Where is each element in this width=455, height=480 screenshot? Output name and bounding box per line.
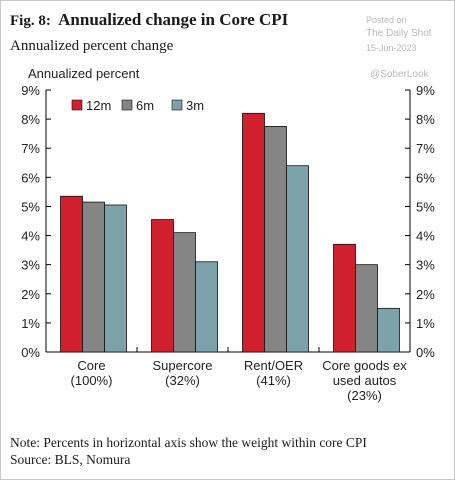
y-tick-label-left: 5% [21, 199, 40, 214]
figure-subtitle: Annualized percent change [10, 38, 174, 54]
x-tick-label: Supercore [153, 358, 213, 373]
bar-6m-3 [355, 264, 378, 353]
y-tick-label-left: 1% [21, 316, 40, 331]
x-tick-label: (41%) [256, 373, 291, 388]
figure-number: Fig. 8: [10, 13, 51, 29]
figure-title: Fig. 8: Annualized change in Core CPI [10, 10, 288, 30]
x-tick-label: (100%) [71, 373, 113, 388]
watermark-date: 15-Jun-2023 [366, 43, 417, 53]
legend-label-3m: 3m [186, 98, 204, 113]
watermark-source-name: The Daily Shot [366, 28, 432, 39]
y-tick-label-left: 7% [21, 141, 40, 156]
y-tick-label-left: 9% [21, 83, 40, 98]
bar-3m-2 [286, 165, 309, 353]
watermark-posted-on: Posted on [366, 15, 407, 25]
bar-3m-3 [377, 307, 400, 353]
y-axis-label: Annualized percent [28, 66, 140, 81]
x-tick-label: Rent/OER [244, 358, 303, 373]
y-tick-label-right: 5% [416, 199, 435, 214]
y-tick-label-left: 6% [21, 170, 40, 185]
legend-swatch-6m [121, 99, 133, 111]
y-tick-label-right: 4% [416, 229, 435, 244]
y-tick-label-left: 2% [21, 287, 40, 302]
y-tick-label-right: 6% [416, 170, 435, 185]
y-tick-label-right: 8% [416, 112, 435, 127]
note-text: Note: Percents in horizontal axis show t… [10, 435, 367, 450]
x-tick-label: (23%) [347, 388, 382, 403]
x-tick-label: used autos [333, 373, 397, 388]
figure-title-text: Annualized change in Core CPI [58, 10, 289, 29]
watermark-handle: @SoberLook [370, 69, 429, 80]
y-tick-label-right: 3% [416, 258, 435, 273]
bar-6m-1 [173, 232, 196, 353]
x-tick-label: Core goods ex [322, 358, 407, 373]
y-tick-label-left: 8% [21, 112, 40, 127]
figure-note: Note: Percents in horizontal axis show t… [10, 434, 367, 468]
bar-12m-0 [60, 195, 83, 353]
x-tick-label: Core [77, 358, 105, 373]
y-tick-label-right: 0% [416, 345, 435, 360]
y-tick-label-left: 0% [21, 345, 40, 360]
y-tick-label-left: 3% [21, 258, 40, 273]
bar-6m-2 [264, 125, 287, 353]
bar-12m-1 [151, 219, 174, 353]
y-tick-label-right: 1% [416, 316, 435, 331]
bar-12m-3 [333, 243, 356, 353]
source-text: Source: BLS, Nomura [10, 452, 131, 467]
bar-6m-0 [82, 201, 105, 353]
y-tick-label-right: 7% [416, 141, 435, 156]
y-tick-label-right: 2% [416, 287, 435, 302]
legend-swatch-12m [71, 99, 83, 111]
y-tick-label-right: 9% [416, 83, 435, 98]
legend-label-6m: 6m [136, 98, 154, 113]
bar-3m-0 [104, 204, 127, 353]
legend-label-12m: 12m [86, 98, 111, 113]
bar-12m-2 [242, 112, 265, 353]
x-tick-label: (32%) [165, 373, 200, 388]
bar-3m-1 [195, 261, 218, 353]
y-tick-label-left: 4% [21, 229, 40, 244]
legend-swatch-3m [171, 99, 183, 111]
